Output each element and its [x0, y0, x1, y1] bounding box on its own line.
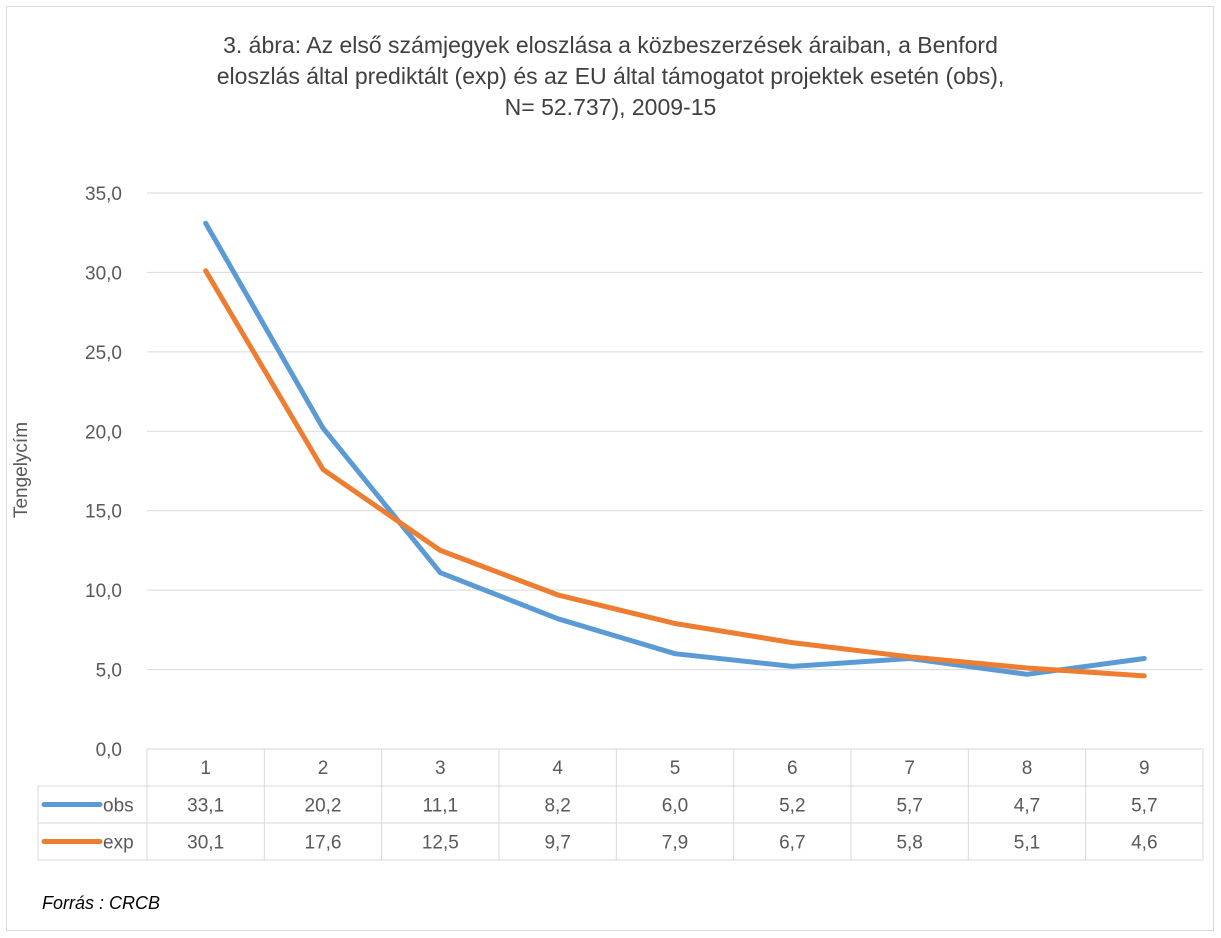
- y-tick-label: 35,0: [85, 184, 122, 205]
- data-label-obs: 11,1: [423, 796, 459, 817]
- y-tick-label: 5,0: [96, 661, 122, 682]
- x-tick-label: 3: [435, 758, 446, 779]
- x-tick-label: 8: [1022, 758, 1033, 779]
- data-label-exp: 12,5: [422, 833, 459, 854]
- y-tick-label: 0,0: [96, 740, 122, 761]
- data-label-obs: 8,2: [544, 796, 570, 817]
- data-label-obs: 5,2: [779, 796, 805, 817]
- legend-label-obs: obs: [103, 796, 134, 817]
- x-tick-label: 4: [552, 758, 563, 779]
- data-label-exp: 6,7: [779, 833, 805, 854]
- data-label-obs: 6,0: [662, 796, 688, 817]
- data-label-exp: 9,7: [544, 833, 570, 854]
- data-label-exp: 30,1: [187, 833, 224, 854]
- data-label-obs: 33,1: [187, 796, 224, 817]
- chart-title-line-2: eloszlás által prediktált (exp) és az EU…: [216, 63, 1005, 89]
- data-label-exp: 7,9: [662, 833, 688, 854]
- y-tick-label: 20,0: [85, 422, 122, 443]
- data-label-obs: 20,2: [305, 796, 342, 817]
- series-line-exp: [203, 268, 1147, 679]
- legend-label-exp: exp: [103, 833, 134, 854]
- x-tick-label: 7: [904, 758, 915, 779]
- data-label-obs: 5,7: [1131, 796, 1157, 817]
- chart-title-line-1: 3. ábra: Az első számjegyek eloszlása a …: [223, 32, 998, 58]
- data-label-exp: 17,6: [305, 833, 342, 854]
- data-label-exp: 5,8: [896, 833, 922, 854]
- chart-frame: [6, 6, 1214, 931]
- source-note: Forrás : CRCB: [42, 893, 161, 913]
- series-line-obs: [203, 220, 1147, 677]
- y-tick-label: 25,0: [85, 343, 122, 364]
- x-tick-label: 1: [200, 758, 211, 779]
- y-tick-label: 10,0: [85, 581, 122, 602]
- data-label-obs: 4,7: [1014, 796, 1040, 817]
- x-tick-label: 9: [1139, 758, 1150, 779]
- data-label-exp: 5,1: [1014, 833, 1040, 854]
- x-tick-label: 2: [318, 758, 329, 779]
- y-tick-label: 15,0: [85, 502, 122, 523]
- chart-title-line-3: N= 52.737), 2009-15: [504, 94, 717, 120]
- x-tick-label: 5: [670, 758, 681, 779]
- y-tick-label: 30,0: [85, 263, 122, 284]
- data-label-exp: 4,6: [1131, 833, 1157, 854]
- x-tick-label: 6: [787, 758, 798, 779]
- data-label-obs: 5,7: [896, 796, 922, 817]
- chart-title: 3. ábra: Az első számjegyek eloszlása a …: [0, 30, 1221, 123]
